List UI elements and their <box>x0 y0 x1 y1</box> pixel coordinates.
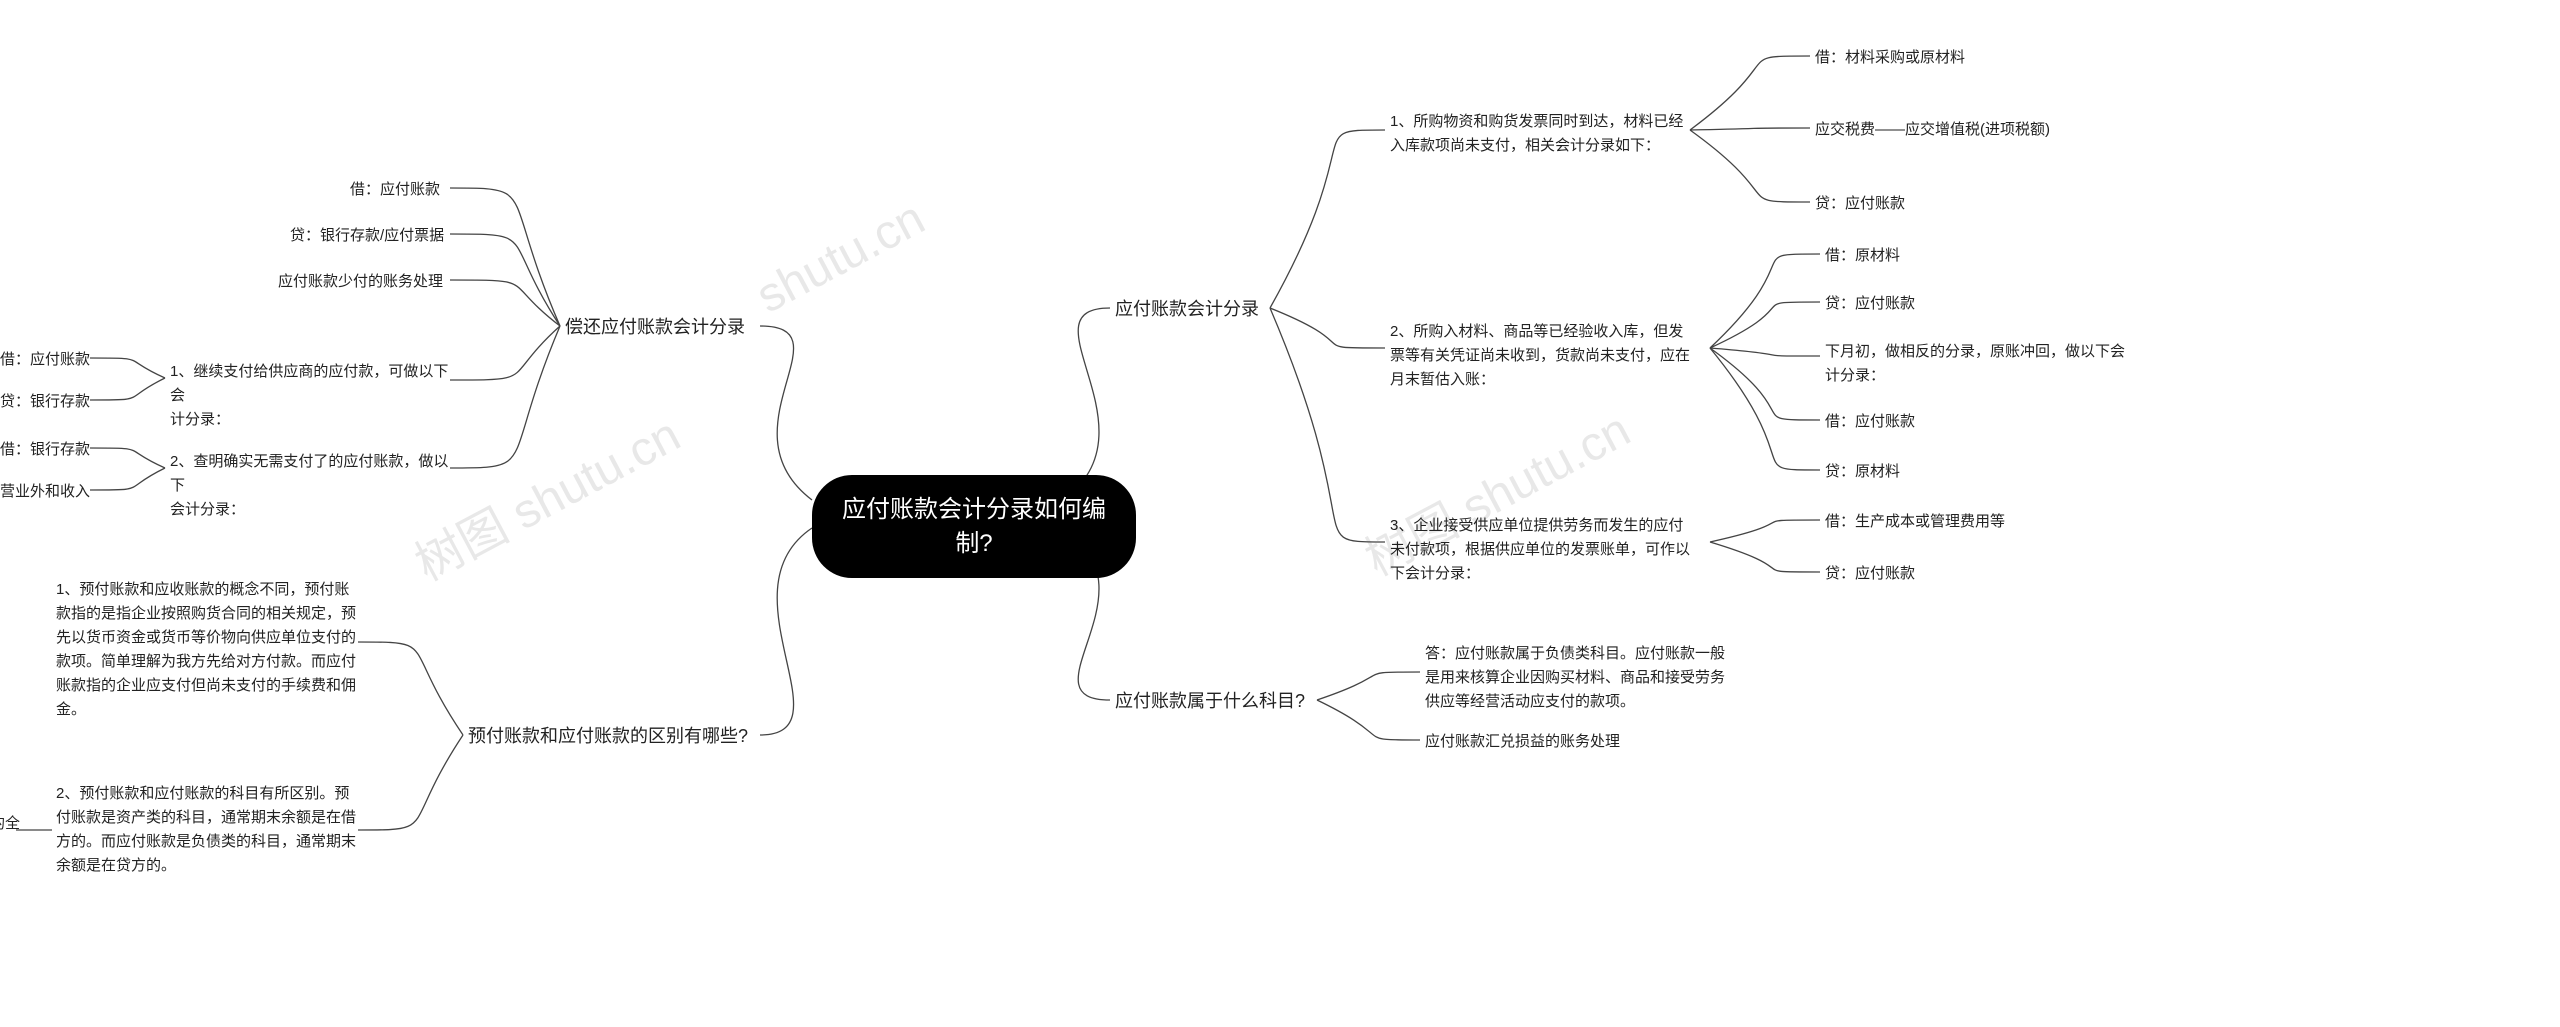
node-l-b2-c2-l1: 以上就是关于应付账款会计分录如何编制的全部介绍，希望对大家有所帮助。 <box>0 812 20 860</box>
node-r-b1-c3-l2: 贷：应付账款 <box>1825 562 1915 586</box>
node-r-b1-c1: 1、所购物资和购货发票同时到达，材料已经入库款项尚未支付，相关会计分录如下： <box>1390 110 1690 158</box>
node-l-b1-c1: 借：应付账款 <box>350 178 440 202</box>
branch-diff: 预付账款和应付账款的区别有哪些? <box>468 723 748 750</box>
root-title-line2: 制? <box>955 530 992 557</box>
node-l-b1-c4-l1: 借：应付账款 <box>0 348 90 372</box>
node-l-b2-c2: 2、预付账款和应付账款的科目有所区别。预付账款是资产类的科目，通常期末余额是在借… <box>56 782 358 878</box>
node-l-b1-c5-l2: 贷：营业外和收入 <box>0 480 90 504</box>
node-r-b1-c1-l2: 应交税费——应交增值税(进项税额) <box>1815 118 2050 142</box>
branch-ap-entries: 应付账款会计分录 <box>1115 296 1259 323</box>
root-title-line1: 应付账款会计分录如何编 <box>842 496 1106 523</box>
node-r-b1-c2-l5: 贷：原材料 <box>1825 460 1900 484</box>
node-r-b1-c3-l1: 借：生产成本或管理费用等 <box>1825 510 2005 534</box>
watermark: shutu.cn <box>748 191 934 325</box>
node-r-b1-c1-l1: 借：材料采购或原材料 <box>1815 46 1965 70</box>
node-l-b1-c5-l1: 借：银行存款 <box>0 438 90 462</box>
node-r-b1-c2-l3: 下月初，做相反的分录，原账冲回，做以下会计分录： <box>1825 340 2145 388</box>
node-r-b1-c1-l3: 贷：应付账款 <box>1815 192 1905 216</box>
node-l-b1-c4-l2: 贷：银行存款 <box>0 390 90 414</box>
branch-repay: 偿还应付账款会计分录 <box>565 314 745 341</box>
node-r-b1-c3: 3、企业接受供应单位提供劳务而发生的应付未付款项，根据供应单位的发票账单，可作以… <box>1390 514 1710 586</box>
root-node: 应付账款会计分录如何编 制? <box>812 475 1136 578</box>
node-l-b1-c4: 1、继续支付给供应商的应付款，可做以下会计分录： <box>170 360 450 432</box>
node-r-b1-c2-l4: 借：应付账款 <box>1825 410 1915 434</box>
branch-ap-subject: 应付账款属于什么科目? <box>1115 688 1305 715</box>
node-r-b1-c2: 2、所购入材料、商品等已经验收入库，但发票等有关凭证尚未收到，货款尚未支付，应在… <box>1390 320 1710 392</box>
node-r-b2-c1: 答：应付账款属于负债类科目。应付账款一般是用来核算企业因购买材料、商品和接受劳务… <box>1425 642 1745 714</box>
node-l-b1-c3: 应付账款少付的账务处理 <box>278 270 443 294</box>
node-l-b2-c1: 1、预付账款和应收账款的概念不同，预付账款指的是指企业按照购货合同的相关规定，预… <box>56 578 358 722</box>
node-l-b1-c5: 2、查明确实无需支付了的应付账款，做以下会计分录： <box>170 450 450 522</box>
node-r-b2-c2: 应付账款汇兑损益的账务处理 <box>1425 730 1620 754</box>
node-r-b1-c2-l1: 借：原材料 <box>1825 244 1900 268</box>
node-l-b1-c2: 贷：银行存款/应付票据 <box>290 224 444 248</box>
node-r-b1-c2-l2: 贷：应付账款 <box>1825 292 1915 316</box>
